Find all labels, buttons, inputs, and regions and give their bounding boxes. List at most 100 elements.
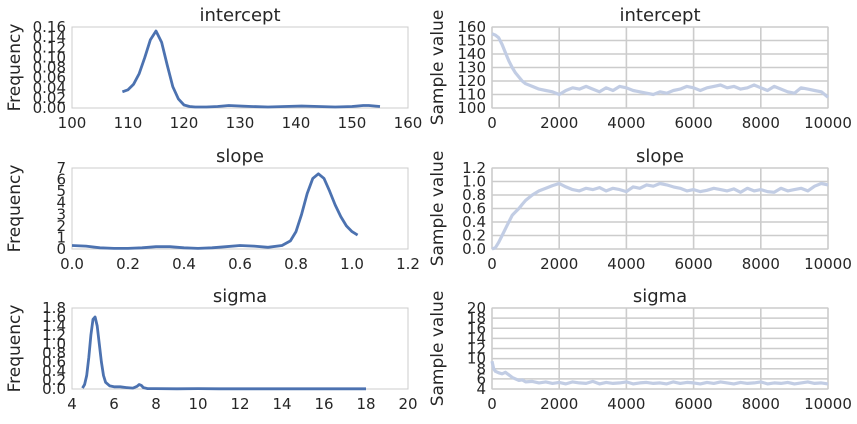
y-tick-label: 1.4 <box>42 317 66 335</box>
y-tick-label: 0.2 <box>462 227 486 245</box>
y-tick-label: 0.12 <box>33 38 66 56</box>
y-tick-label: 100 <box>457 99 486 117</box>
y-tick-label: 0.04 <box>33 79 66 97</box>
plot-frame <box>491 167 829 250</box>
y-tick-label: 0.14 <box>33 28 66 46</box>
x-tick-label: 160 <box>394 114 423 132</box>
x-tick-label: 140 <box>282 114 311 132</box>
x-tick-label: 4000 <box>607 395 645 413</box>
y-tick-label: 0.6 <box>462 200 486 218</box>
x-tick-label: 8000 <box>742 395 780 413</box>
x-tick-label: 14 <box>272 395 291 413</box>
y-tick-label: 14 <box>467 329 486 347</box>
y-tick-label: 8 <box>476 360 486 378</box>
x-tick-label: 4 <box>67 395 77 413</box>
y-tick-label: 1.0 <box>42 335 66 353</box>
y-tick-label: 120 <box>457 72 486 90</box>
x-tick-label: 1.2 <box>396 255 420 273</box>
chart-panel-4: 0 2000 4000 6000 8000 10000 0.00.20.40.60.81.0… <box>428 146 852 273</box>
y-tick-label: 0.4 <box>462 213 486 231</box>
chart-panel-2: 0 2000 4000 6000 8000 10000 100110120130140150… <box>428 5 852 132</box>
x-tick-label: 2000 <box>540 255 578 273</box>
y-tick-label: 0 <box>56 240 66 258</box>
x-tick-label: 120 <box>170 114 199 132</box>
x-tick-label: 110 <box>114 114 143 132</box>
y-tick-label: 0.4 <box>42 362 66 380</box>
chart-title: sigma <box>213 286 267 307</box>
y-tick-label: 4 <box>56 194 66 212</box>
y-tick-label: 1.2 <box>42 326 66 344</box>
chart-title: slope <box>636 146 684 167</box>
y-axis-label: Frequency <box>5 24 25 112</box>
y-tick-label: 0.2 <box>42 371 66 389</box>
trace-line <box>491 181 829 251</box>
y-tick-label: 5 <box>56 182 66 200</box>
y-tick-label: 1.6 <box>42 308 66 326</box>
y-tick-label: 7 <box>56 159 66 177</box>
x-tick-label: 0 <box>487 255 497 273</box>
x-tick-label: 0.6 <box>228 255 252 273</box>
y-tick-label: 0.08 <box>33 59 66 77</box>
x-tick-label: 6000 <box>675 395 713 413</box>
x-tick-label: 10 <box>188 395 207 413</box>
y-tick-label: 140 <box>457 45 486 63</box>
y-tick-label: 16 <box>467 319 486 337</box>
y-tick-label: 130 <box>457 59 486 77</box>
x-tick-label: 150 <box>338 114 367 132</box>
x-tick-label: 16 <box>314 395 333 413</box>
x-tick-label: 18 <box>356 395 375 413</box>
y-tick-label: 0.8 <box>42 344 66 362</box>
plot-frame <box>71 167 409 250</box>
chart-title: sigma <box>633 286 687 307</box>
x-tick-label: 4000 <box>607 255 645 273</box>
y-tick-label: 0.6 <box>42 353 66 371</box>
y-tick-label: 0.00 <box>33 99 66 117</box>
x-tick-label: 20 <box>398 395 417 413</box>
x-tick-label: 8000 <box>742 255 780 273</box>
y-tick-label: 6 <box>56 171 66 189</box>
y-tick-label: 0.10 <box>33 48 66 66</box>
trace-line <box>491 32 830 99</box>
y-tick-label: 0.0 <box>42 380 66 398</box>
x-tick-label: 0.8 <box>284 255 308 273</box>
x-tick-label: 0.4 <box>172 255 196 273</box>
y-tick-label: 18 <box>467 309 486 327</box>
y-tick-label: 0.02 <box>33 89 66 107</box>
plot-frame <box>491 26 829 109</box>
y-axis-label: Sample value <box>428 10 448 126</box>
chart-panel-5: 4 6 8 10 12 14 16 18 20 0.00.20.40.60.81.01.21.41… <box>5 286 418 413</box>
x-tick-label: 6000 <box>675 114 713 132</box>
x-tick-label: 1.0 <box>340 255 364 273</box>
density-line <box>121 29 381 109</box>
y-tick-label: 6 <box>476 370 486 388</box>
y-tick-label: 0.0 <box>462 240 486 258</box>
y-tick-label: 4 <box>476 380 486 398</box>
plot-frame <box>71 26 409 109</box>
x-tick-label: 130 <box>226 114 255 132</box>
x-tick-label: 8 <box>151 395 161 413</box>
y-tick-label: 10 <box>467 350 486 368</box>
y-tick-label: 0.06 <box>33 69 66 87</box>
x-tick-label: 10000 <box>804 255 852 273</box>
x-tick-label: 2000 <box>540 395 578 413</box>
y-tick-label: 20 <box>467 299 486 317</box>
x-tick-label: 10000 <box>804 395 852 413</box>
y-tick-label: 3 <box>56 205 66 223</box>
y-tick-label: 1.8 <box>42 299 66 317</box>
y-tick-label: 160 <box>457 18 486 36</box>
x-tick-label: 0 <box>487 395 497 413</box>
density-line <box>81 315 366 391</box>
x-tick-label: 0.2 <box>116 255 140 273</box>
x-tick-label: 0.0 <box>60 255 84 273</box>
x-tick-label: 12 <box>230 395 249 413</box>
plot-frame <box>71 307 409 390</box>
chart-title: slope <box>216 146 264 167</box>
y-axis-label: Frequency <box>5 165 25 253</box>
x-tick-label: 6000 <box>675 255 713 273</box>
x-tick-label: 2000 <box>540 114 578 132</box>
y-tick-label: 0.8 <box>462 186 486 204</box>
y-tick-label: 0.16 <box>33 18 66 36</box>
y-tick-label: 110 <box>457 86 486 104</box>
